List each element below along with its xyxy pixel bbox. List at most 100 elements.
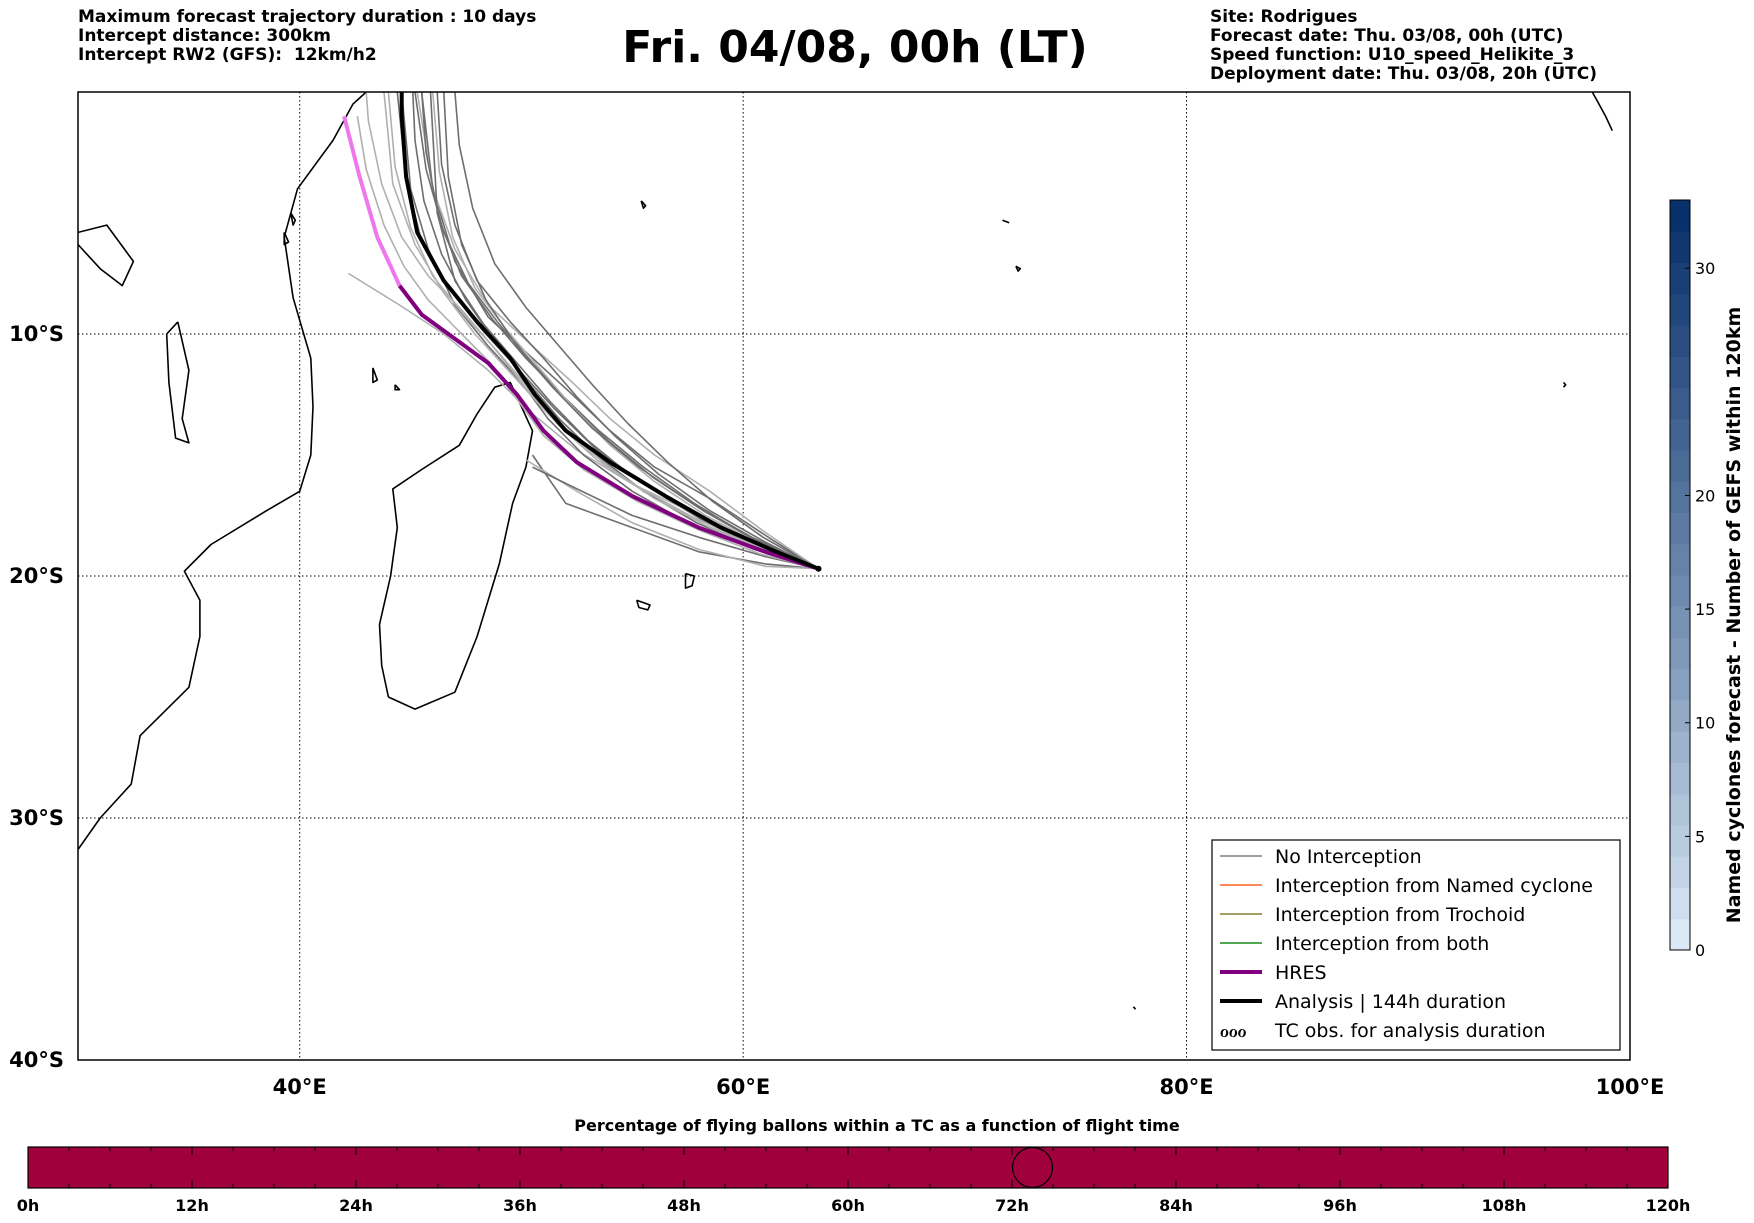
coastline xyxy=(378,381,534,710)
colorbar-bin xyxy=(1670,731,1690,763)
colorbar-tick-label: 10 xyxy=(1695,714,1715,733)
map-frame xyxy=(77,91,1631,1061)
colorbar-tick-label: 30 xyxy=(1695,259,1715,278)
lat-tick-label: 40°S xyxy=(9,1048,64,1072)
coastline xyxy=(1562,381,1567,388)
analysis-trajectory xyxy=(399,92,820,571)
colorbar-bin xyxy=(1670,356,1690,388)
ensemble-trajectory xyxy=(525,459,819,570)
coastline xyxy=(635,599,651,611)
header-right-info: Site: Rodrigues Forecast date: Thu. 03/0… xyxy=(1210,8,1597,84)
legend-box xyxy=(1211,839,1621,1051)
coastline xyxy=(290,212,297,226)
coastline xyxy=(78,92,367,850)
lon-tick-label: 40°E xyxy=(273,1075,327,1099)
coastline xyxy=(1591,92,1614,132)
ensemble-trajectory xyxy=(356,116,819,570)
legend: No Interception Interception from Named c… xyxy=(1211,839,1621,1051)
colorbar-bin xyxy=(1670,575,1690,607)
colorbar-bin xyxy=(1670,512,1690,545)
colorbar-bin xyxy=(1670,700,1690,732)
trajectories xyxy=(342,92,822,572)
timebar-title: Percentage of flying ballons within a TC… xyxy=(574,1116,1180,1135)
colorbar-frame xyxy=(1669,199,1691,951)
colorbar-bin xyxy=(1670,262,1690,295)
coastline xyxy=(372,367,379,384)
timebar-tick-label: 60h xyxy=(831,1196,865,1215)
hres-trajectory-tail xyxy=(342,115,402,287)
legend-label: HRES xyxy=(1275,962,1327,984)
colorbar-tick-label: 20 xyxy=(1695,486,1715,505)
legend-label: TC obs. for analysis duration xyxy=(1274,1020,1546,1042)
colorbar-bin xyxy=(1670,418,1690,451)
legend-label: No Interception xyxy=(1275,846,1422,868)
timebar-tick-label: 72h xyxy=(995,1196,1029,1215)
ensemble-trajectory xyxy=(454,92,819,570)
colorbar-tick-label: 0 xyxy=(1695,941,1705,960)
timebar-tick-label: 108h xyxy=(1482,1196,1527,1215)
timebar-tick-label: 96h xyxy=(1323,1196,1357,1215)
ensemble-trajectory xyxy=(414,92,819,570)
colorbar-bin xyxy=(1670,231,1690,263)
colorbar-bin xyxy=(1670,481,1690,513)
timebar-tick-label: 0h xyxy=(17,1196,40,1215)
lon-tick-label: 100°E xyxy=(1596,1075,1665,1099)
colorbar-bin xyxy=(1670,793,1690,826)
colorbar-bin xyxy=(1670,918,1690,951)
colorbar-bin xyxy=(1670,887,1690,920)
colorbar-bin xyxy=(1670,325,1690,357)
colorbar-bin xyxy=(1670,606,1690,638)
speed-function-text: Speed function: U10_speed_Helikite_3 xyxy=(1210,45,1575,65)
colorbar-bin xyxy=(1670,293,1690,326)
page-title: Fri. 04/08, 00h (LT) xyxy=(622,22,1088,73)
timebar-tick-label: 24h xyxy=(339,1196,373,1215)
lon-tick-label: 60°E xyxy=(716,1075,770,1099)
max-duration-text: Maximum forecast trajectory duration : 1… xyxy=(78,7,537,27)
flight-time-bar: 0h 12h 24h 36h 48h 60h 72h 84h 96h 108h 120h xyxy=(17,1146,1691,1215)
coastline xyxy=(283,232,290,246)
colorbar-bin xyxy=(1670,825,1690,857)
ensemble-trajectory xyxy=(431,92,819,570)
coastline xyxy=(78,224,135,287)
colorbar-tick-label: 15 xyxy=(1695,600,1715,619)
ensemble-trajectory xyxy=(383,92,819,570)
lon-tick-label: 80°E xyxy=(1160,1075,1214,1099)
timebar-tick-label: 120h xyxy=(1646,1196,1691,1215)
coastline xyxy=(1132,1006,1137,1010)
legend-label: Interception from Trochoid xyxy=(1275,904,1525,926)
timebar-tick-label: 48h xyxy=(667,1196,701,1215)
ensemble-trajectory xyxy=(436,92,819,570)
colorbar-bin xyxy=(1670,856,1690,888)
legend-label: Analysis | 144h duration xyxy=(1275,991,1506,1013)
coastlines xyxy=(78,92,1614,1010)
ensemble-trajectory xyxy=(420,92,819,570)
coastline xyxy=(640,200,647,209)
tc-obs-symbol: ℴℴℴ xyxy=(1220,1020,1247,1042)
lat-tick-label: 20°S xyxy=(9,564,64,588)
hres-trajectory xyxy=(397,284,820,571)
ensemble-trajectory xyxy=(443,92,819,570)
coastline xyxy=(1002,219,1010,224)
ensemble-trajectory xyxy=(532,466,819,570)
colorbar: 0 5 10 15 20 30 Named cyclones forecast - Numb… xyxy=(1669,199,1745,960)
ensemble-trajectory xyxy=(400,92,819,570)
ensemble-trajectory xyxy=(429,92,819,570)
intercept-rw2-text: Intercept RW2 (GFS): 12km/h2 xyxy=(78,45,377,65)
colorbar-bin xyxy=(1670,762,1690,795)
legend-label: Interception from Named cyclone xyxy=(1275,875,1593,897)
colorbar-bin xyxy=(1670,200,1690,232)
header-left-info: Maximum forecast trajectory duration : 1… xyxy=(78,8,536,65)
ensemble-trajectory xyxy=(420,92,819,570)
release-site-marker xyxy=(815,565,822,572)
ensemble-trajectory xyxy=(412,92,819,570)
ensemble-trajectory xyxy=(416,92,819,570)
colorbar-bin xyxy=(1670,450,1690,482)
colorbar-bin xyxy=(1670,543,1690,576)
coastline xyxy=(394,384,401,391)
ensemble-trajectory xyxy=(396,92,819,570)
coastline xyxy=(684,572,696,589)
ensemble-trajectory xyxy=(387,92,819,570)
lat-tick-label: 10°S xyxy=(9,322,64,346)
lat-tick-label: 30°S xyxy=(9,806,64,830)
